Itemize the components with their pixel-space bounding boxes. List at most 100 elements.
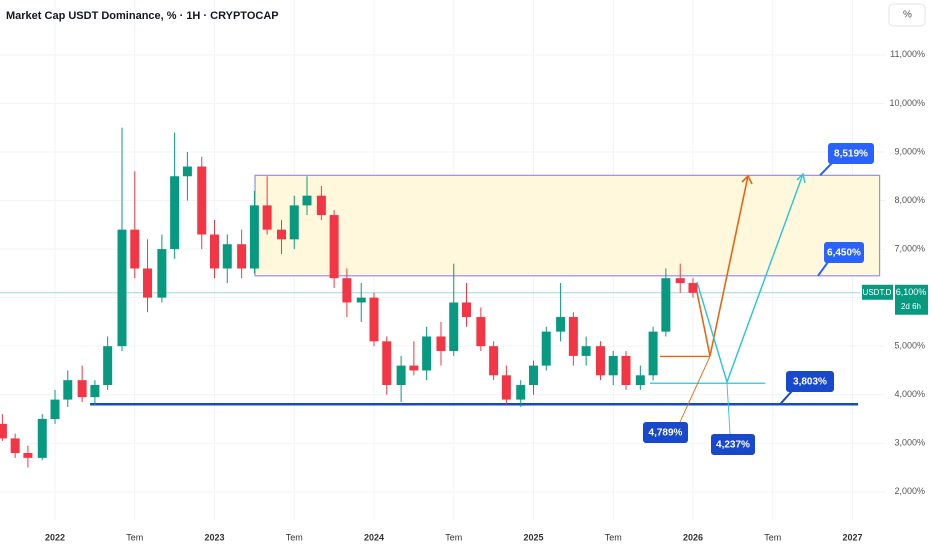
candle-body <box>422 336 432 371</box>
y-tick-label: 9,000% <box>894 146 925 156</box>
candle-body <box>63 380 73 400</box>
candle-body <box>516 385 526 400</box>
labels: 2,000%3,000%4,000%5,000%6,000%7,000%8,00… <box>45 49 928 542</box>
y-tick-label: 11,000% <box>890 49 925 59</box>
candle-body <box>182 166 192 177</box>
x-tick-label: Tem <box>605 532 622 542</box>
candle-body <box>77 380 87 398</box>
level-connector <box>726 383 731 435</box>
candle-body <box>50 399 60 420</box>
candle-body <box>143 268 153 298</box>
orange-projection <box>696 175 749 357</box>
candle-body <box>302 195 312 206</box>
y-tick-label: 4,000% <box>894 389 925 399</box>
candle-body <box>476 317 486 347</box>
candle-body <box>635 375 645 386</box>
scale-button[interactable] <box>888 3 926 27</box>
y-tick-label: 5,000% <box>894 341 925 351</box>
y-tick-label: 8,000% <box>894 195 925 205</box>
candle-body <box>262 205 272 230</box>
chart-title: Market Cap USDT Dominance, % · 1H · CRYP… <box>6 10 279 22</box>
level-label-box <box>643 422 688 443</box>
price-tag <box>895 284 928 315</box>
level-label: 3,803% <box>793 377 827 388</box>
candle-body <box>276 229 286 240</box>
x-tick-label: Tem <box>286 532 303 542</box>
x-tick-label: 2023 <box>204 532 224 542</box>
candle-body <box>37 419 47 458</box>
candle-body <box>621 355 631 386</box>
level-label: 6,450% <box>827 248 861 259</box>
level-label-box <box>786 371 834 392</box>
x-tick-label: 2026 <box>683 532 703 542</box>
candle-body <box>130 229 140 269</box>
candles <box>0 127 698 468</box>
level-label: 8,519% <box>834 149 868 160</box>
y-tick-label: 10,000% <box>889 98 925 108</box>
candle-body <box>688 283 698 293</box>
candle-body <box>222 244 232 269</box>
candle-body <box>329 215 339 279</box>
candle-body <box>117 229 127 347</box>
x-tick-label: 2027 <box>842 532 862 542</box>
level-label-box <box>828 143 874 164</box>
candle-body <box>436 336 446 352</box>
candle-body <box>210 234 220 269</box>
projections <box>696 172 806 385</box>
candle-body <box>409 365 419 371</box>
y-tick-label: 7,000% <box>894 243 925 253</box>
x-tick-label: Tem <box>126 532 143 542</box>
candle-body <box>382 341 392 386</box>
price-label: 6,100% <box>896 287 927 297</box>
x-tick-label: 2022 <box>45 532 65 542</box>
candle-body <box>23 452 33 458</box>
candle-body <box>608 355 618 376</box>
candle-body <box>449 302 459 352</box>
candle-body <box>675 278 685 284</box>
candle-body <box>581 346 591 356</box>
cyan-projection <box>696 173 804 385</box>
candle-body <box>648 331 658 376</box>
symbol-tag <box>862 284 893 300</box>
candle-body <box>369 297 379 342</box>
resistance-zone <box>254 174 881 277</box>
level-label: 4,237% <box>716 440 750 451</box>
candle-body <box>342 278 352 303</box>
candle-body <box>396 365 406 386</box>
level-connector <box>817 261 829 277</box>
candle-body <box>501 375 511 400</box>
level-label-box <box>711 434 755 455</box>
countdown-label: 2d 6h <box>901 302 921 311</box>
level-connector <box>779 390 793 405</box>
symbol-label: USDT.D <box>863 288 892 297</box>
candle-body <box>237 244 247 269</box>
candle-body <box>249 205 259 269</box>
x-tick-label: 2025 <box>523 532 543 542</box>
candle-body <box>595 346 605 376</box>
candle-body <box>568 317 578 356</box>
cyan-arrowhead <box>796 172 806 184</box>
x-tick-label: Tem <box>764 532 781 542</box>
candle-body <box>462 302 472 318</box>
level-connector <box>679 356 711 423</box>
candle-body <box>528 365 538 386</box>
candle-body <box>170 176 180 250</box>
candle-body <box>541 331 551 366</box>
candle-body <box>0 423 7 439</box>
candle-body <box>103 346 113 386</box>
x-tick-label: Tem <box>445 532 462 542</box>
candle-body <box>489 346 499 376</box>
candle-body <box>197 166 207 235</box>
y-tick-label: 2,000% <box>894 486 925 496</box>
orange-arrowhead <box>741 174 753 185</box>
x-tick-label: 2024 <box>364 532 384 542</box>
candle-body <box>10 438 20 453</box>
level-label: 4,789% <box>649 428 683 439</box>
candle-body <box>90 385 100 398</box>
level-label-box <box>824 242 864 263</box>
candle-body <box>316 195 326 216</box>
scale-button-label[interactable]: % <box>903 10 912 21</box>
candle-body <box>356 297 366 303</box>
zone-layer <box>0 174 881 406</box>
